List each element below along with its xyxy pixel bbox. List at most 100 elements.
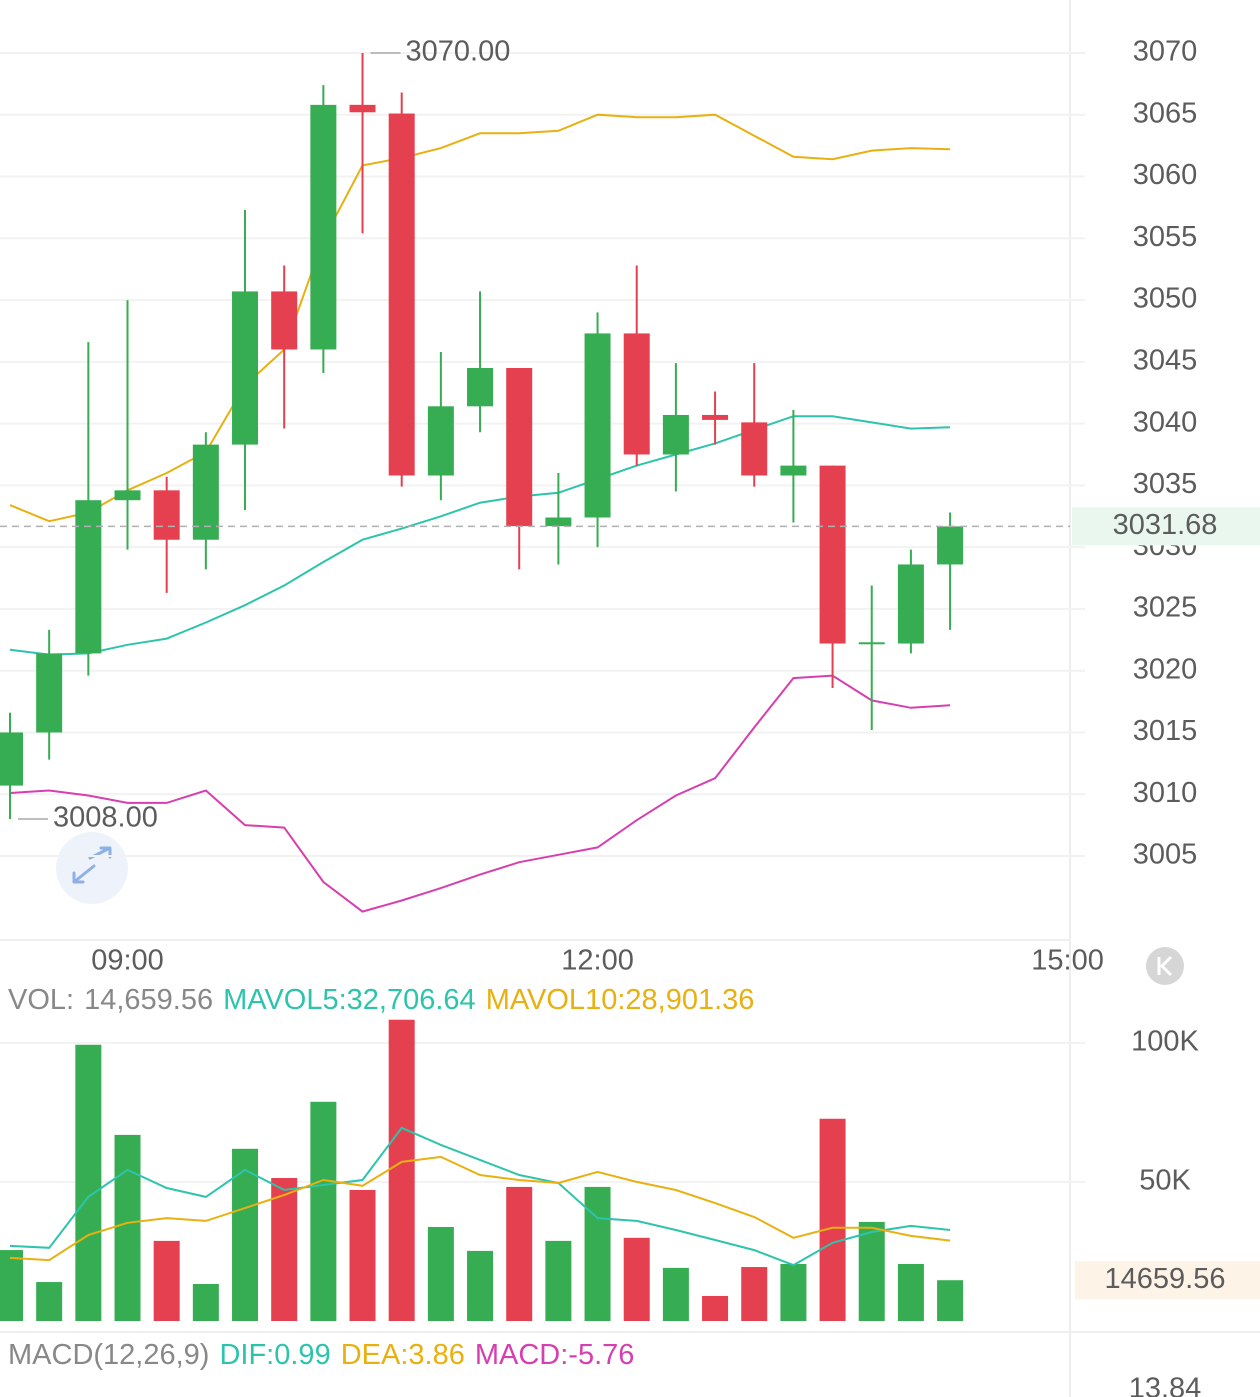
candle-body xyxy=(310,104,337,350)
k-button[interactable] xyxy=(1146,947,1184,985)
candle-body xyxy=(702,414,729,420)
legend-value: 3.86 xyxy=(408,1339,464,1371)
last-price-box xyxy=(1072,507,1260,546)
legend-name: MACD: xyxy=(475,1339,568,1371)
candle-body xyxy=(75,500,102,654)
volume-bar xyxy=(0,1250,23,1321)
volume-ma-line xyxy=(9,1126,951,1267)
legend-value: 14,659.56 xyxy=(84,984,213,1016)
y-tick-label: 3055 xyxy=(1133,221,1198,253)
legend-name: DIF: xyxy=(219,1339,274,1371)
y-tick-label: 3005 xyxy=(1133,839,1198,871)
candle-body xyxy=(388,113,415,476)
volume-bar xyxy=(584,1186,611,1321)
candle-body xyxy=(506,368,533,527)
volume-bar xyxy=(506,1186,533,1321)
y-tick-label: 3050 xyxy=(1133,283,1198,315)
y-tick-label: 3035 xyxy=(1133,468,1198,500)
volume-last-label: 14659.56 xyxy=(1105,1263,1226,1295)
k-button-icon xyxy=(1157,955,1173,977)
low-label: 3008.00 xyxy=(53,802,158,834)
x-tick-label: 12:00 xyxy=(561,945,634,977)
y-tick-label: 3060 xyxy=(1133,159,1198,191)
candle-body xyxy=(153,490,180,540)
volume-bar xyxy=(153,1240,180,1321)
y-tick-label: 3065 xyxy=(1133,97,1198,129)
candle-body xyxy=(0,732,23,786)
candle-body xyxy=(662,414,689,455)
high-label: 3070.00 xyxy=(406,36,511,68)
last-price-label: 3031.68 xyxy=(1113,509,1218,541)
candle-body xyxy=(232,291,259,445)
volume-bar xyxy=(858,1221,885,1321)
volume-bar xyxy=(819,1118,846,1321)
legend-name: MAVOL10: xyxy=(486,984,626,1016)
candle-body xyxy=(467,368,494,407)
band-line xyxy=(9,415,951,656)
candle-body xyxy=(780,465,807,476)
candle-body xyxy=(545,517,572,527)
k-button-bg xyxy=(1146,947,1184,985)
y-tick-label: 50K xyxy=(1139,1165,1191,1197)
volume-bar xyxy=(545,1240,572,1321)
legend-name: DEA: xyxy=(341,1339,409,1371)
volume-bar xyxy=(427,1226,454,1321)
volume-bar xyxy=(623,1237,650,1321)
legend-value: 28,901.36 xyxy=(625,984,754,1016)
y-tick-label: 100K xyxy=(1131,1025,1199,1057)
volume-bar xyxy=(349,1189,376,1321)
x-tick-label: 15:00 xyxy=(1031,945,1104,977)
legend-value: -5.76 xyxy=(568,1339,634,1371)
volume-bar xyxy=(741,1267,768,1321)
volume-bar xyxy=(114,1134,141,1321)
y-tick-label: 3020 xyxy=(1133,653,1198,685)
volume-bar xyxy=(232,1148,259,1321)
volume-ma-line xyxy=(9,1155,951,1262)
candle-body xyxy=(427,406,454,476)
macd-legend: MACD(12,26,9) DIF:0.99 DEA:3.86 MACD:-5.76 xyxy=(8,1339,634,1371)
candle-body xyxy=(584,333,611,518)
candle-body xyxy=(937,526,964,565)
band-line xyxy=(9,113,951,523)
volume-bar xyxy=(192,1284,219,1321)
volume-bar xyxy=(36,1282,63,1321)
candle-body xyxy=(36,653,63,733)
candle-body xyxy=(741,422,768,476)
y-tick-label: 3010 xyxy=(1133,777,1198,809)
legend-name: VOL: xyxy=(8,984,74,1016)
candle-body xyxy=(271,291,298,350)
expand-arrows xyxy=(72,846,112,884)
y-tick-label: 3045 xyxy=(1133,344,1198,376)
candle-body xyxy=(858,642,885,645)
y-tick-label: 3040 xyxy=(1133,406,1198,438)
volume-legend: VOL: 14,659.56 MAVOL5:32,706.64 MAVOL10:28,… xyxy=(8,984,754,1016)
volume-bar xyxy=(897,1263,924,1321)
volume-bar xyxy=(75,1044,102,1321)
volume-bar xyxy=(467,1250,494,1321)
volume-bar xyxy=(702,1295,729,1321)
macd-title: MACD(12,26,9) xyxy=(8,1339,209,1371)
volume-bar xyxy=(780,1263,807,1321)
candle-body xyxy=(623,333,650,455)
volume-bar xyxy=(271,1178,298,1321)
volume-last-box xyxy=(1075,1261,1260,1300)
legend-name: MAVOL5: xyxy=(223,984,347,1016)
expand-icon[interactable] xyxy=(56,832,128,904)
volume-bar xyxy=(937,1280,964,1321)
candle-body xyxy=(192,444,219,540)
legend-value: 32,706.64 xyxy=(347,984,476,1016)
candle-body xyxy=(897,564,924,644)
candle-body xyxy=(819,465,846,644)
volume-bar xyxy=(662,1267,689,1321)
band-line xyxy=(9,674,951,913)
candle-body xyxy=(349,104,376,113)
y-tick-label: 3070 xyxy=(1133,36,1198,68)
candle-body xyxy=(114,490,141,501)
x-tick-label: 09:00 xyxy=(91,945,164,977)
volume-bar xyxy=(388,1019,415,1321)
volume-bar xyxy=(310,1101,337,1321)
y-tick-label: 3015 xyxy=(1133,715,1198,747)
legend-value: 0.99 xyxy=(274,1339,330,1371)
y-tick-label: 3025 xyxy=(1133,592,1198,624)
